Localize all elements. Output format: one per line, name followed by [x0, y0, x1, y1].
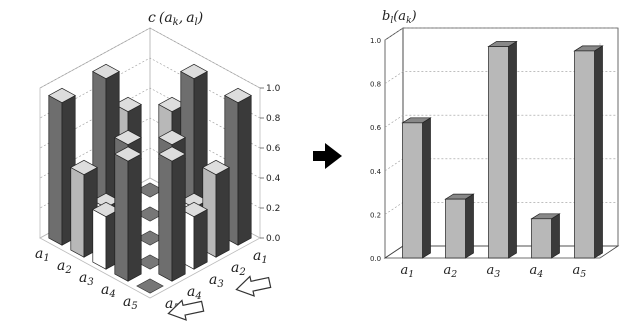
right-gridline: [384, 114, 618, 128]
column-selector-arrow-icon: [167, 299, 205, 321]
right-floor: [383, 245, 620, 259]
left-chart-row-labels: a1 a2 a3 a4 a5: [35, 246, 138, 312]
transform-arrow-icon: [313, 143, 342, 169]
left-z-tick-label: 1.0: [266, 84, 281, 94]
right-y-tick-label: 0.2: [370, 211, 381, 219]
right-bar: [573, 45, 604, 259]
left-z-tick-label: 0.6: [266, 144, 281, 154]
left-row-label: a5: [123, 294, 138, 312]
left-gridline: [39, 57, 261, 119]
right-y-tick-label: 0.4: [370, 168, 382, 176]
right-x-label: a5: [573, 263, 587, 280]
right-bar: [444, 193, 475, 259]
right-y-tick-label: 0.6: [370, 124, 382, 132]
right-chart-x-labels: a1 a2 a3 a4 a5: [401, 263, 587, 280]
right-3d-bar-chart: 0.0 0.2 0.4 0.6 0.8 1.0 a1 a2 a3 a4 a5 bl(ak): [370, 9, 620, 280]
right-gridline: [384, 27, 618, 41]
left-chart-bars: [48, 63, 252, 294]
left-3d-chart: 0.0 0.2 0.4 0.6 0.8 1.0 a1 a2 a3 a4 a5 a1 a2 a3 a4 a5…: [35, 10, 281, 321]
left-row-label: a1: [35, 246, 50, 264]
left-col-label: a4: [187, 284, 202, 302]
right-gridline: [384, 71, 618, 84]
right-left-wall: [384, 27, 404, 259]
left-col-label: a3: [209, 272, 224, 290]
left-chart-title: c (ak, al): [148, 10, 203, 28]
left-col-label: a1: [253, 248, 268, 266]
left-chart-z-ticks: 0.0 0.2 0.4 0.6 0.8 1.0: [260, 84, 281, 244]
left-gridline: [39, 27, 261, 89]
right-y-tick-label: 1.0: [370, 37, 381, 45]
left-z-tick-label: 0.0: [266, 234, 281, 244]
right-x-label: a3: [487, 263, 501, 280]
left-gridline: [39, 117, 261, 179]
left-row-label: a2: [57, 258, 72, 276]
row-selector-arrow-icon: [235, 275, 272, 297]
left-z-tick-label: 0.4: [266, 174, 281, 184]
left-bar: [158, 146, 186, 282]
right-bar: [530, 213, 561, 259]
left-z-tick-label: 0.8: [266, 114, 281, 124]
right-y-tick-label: 0.8: [370, 81, 381, 89]
left-zero-marker: [136, 278, 164, 294]
right-bar: [401, 117, 432, 259]
right-chart-title: bl(ak): [382, 9, 417, 26]
left-bar: [114, 146, 142, 282]
right-x-label: a4: [530, 263, 544, 280]
right-bar: [487, 40, 518, 259]
right-chart-y-ticks: 0.0 0.2 0.4 0.6 0.8 1.0: [370, 37, 382, 263]
right-x-label: a2: [444, 263, 458, 280]
left-col-label: a2: [231, 260, 246, 278]
right-x-label: a1: [401, 263, 415, 280]
right-chart-bars: [401, 40, 604, 259]
left-row-label: a3: [79, 270, 94, 288]
left-floor: [39, 177, 261, 299]
left-gridline: [39, 87, 261, 149]
left-row-label: a4: [101, 282, 116, 300]
right-y-tick-label: 0.0: [370, 255, 381, 263]
left-z-tick-label: 0.2: [266, 204, 280, 214]
left-bar: [70, 159, 98, 258]
